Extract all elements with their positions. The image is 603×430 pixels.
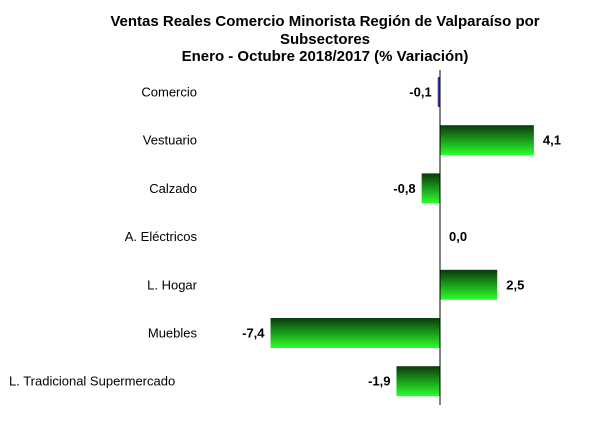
chart-title-line-3: Enero - Octubre 2018/2017 (% Variación) (181, 48, 469, 65)
category-label-comercio: Comercio (141, 85, 197, 100)
category-label-calzado: Calzado (149, 181, 197, 196)
bar-calzado (421, 173, 440, 204)
bar-vestuario (440, 125, 534, 156)
chart-title-line-2: Subsectores (279, 30, 371, 48)
category-label-muebles: Muebles (148, 326, 198, 341)
value-label-l-hogar: 2,5 (506, 277, 524, 292)
bar-comercio (437, 77, 440, 107)
value-label-vestuario: 4,1 (543, 133, 561, 148)
value-label-comercio: -0,1 (409, 85, 431, 100)
value-label-calzado: -0,8 (393, 181, 415, 196)
value-label-a-electricos: 0,0 (449, 229, 467, 244)
category-label-l-tradicional-supermercado: L. Tradicional Supermercado (9, 374, 175, 389)
bar-l-tradicional-supermercado (396, 366, 440, 397)
chart-title: Ventas Reales Comercio Minorista Región … (0, 13, 603, 66)
bar-muebles (270, 318, 440, 348)
chart-title-line-1: Ventas Reales Comercio Minorista Región … (110, 13, 540, 30)
bar-l-hogar (440, 269, 498, 300)
value-label-l-tradicional-supermercado: -1,9 (368, 374, 390, 389)
value-label-muebles: -7,4 (242, 326, 265, 341)
category-label-l-hogar: L. Hogar (147, 277, 198, 292)
category-label-a-electricos: A. Eléctricos (125, 229, 198, 244)
category-label-vestuario: Vestuario (143, 133, 197, 148)
